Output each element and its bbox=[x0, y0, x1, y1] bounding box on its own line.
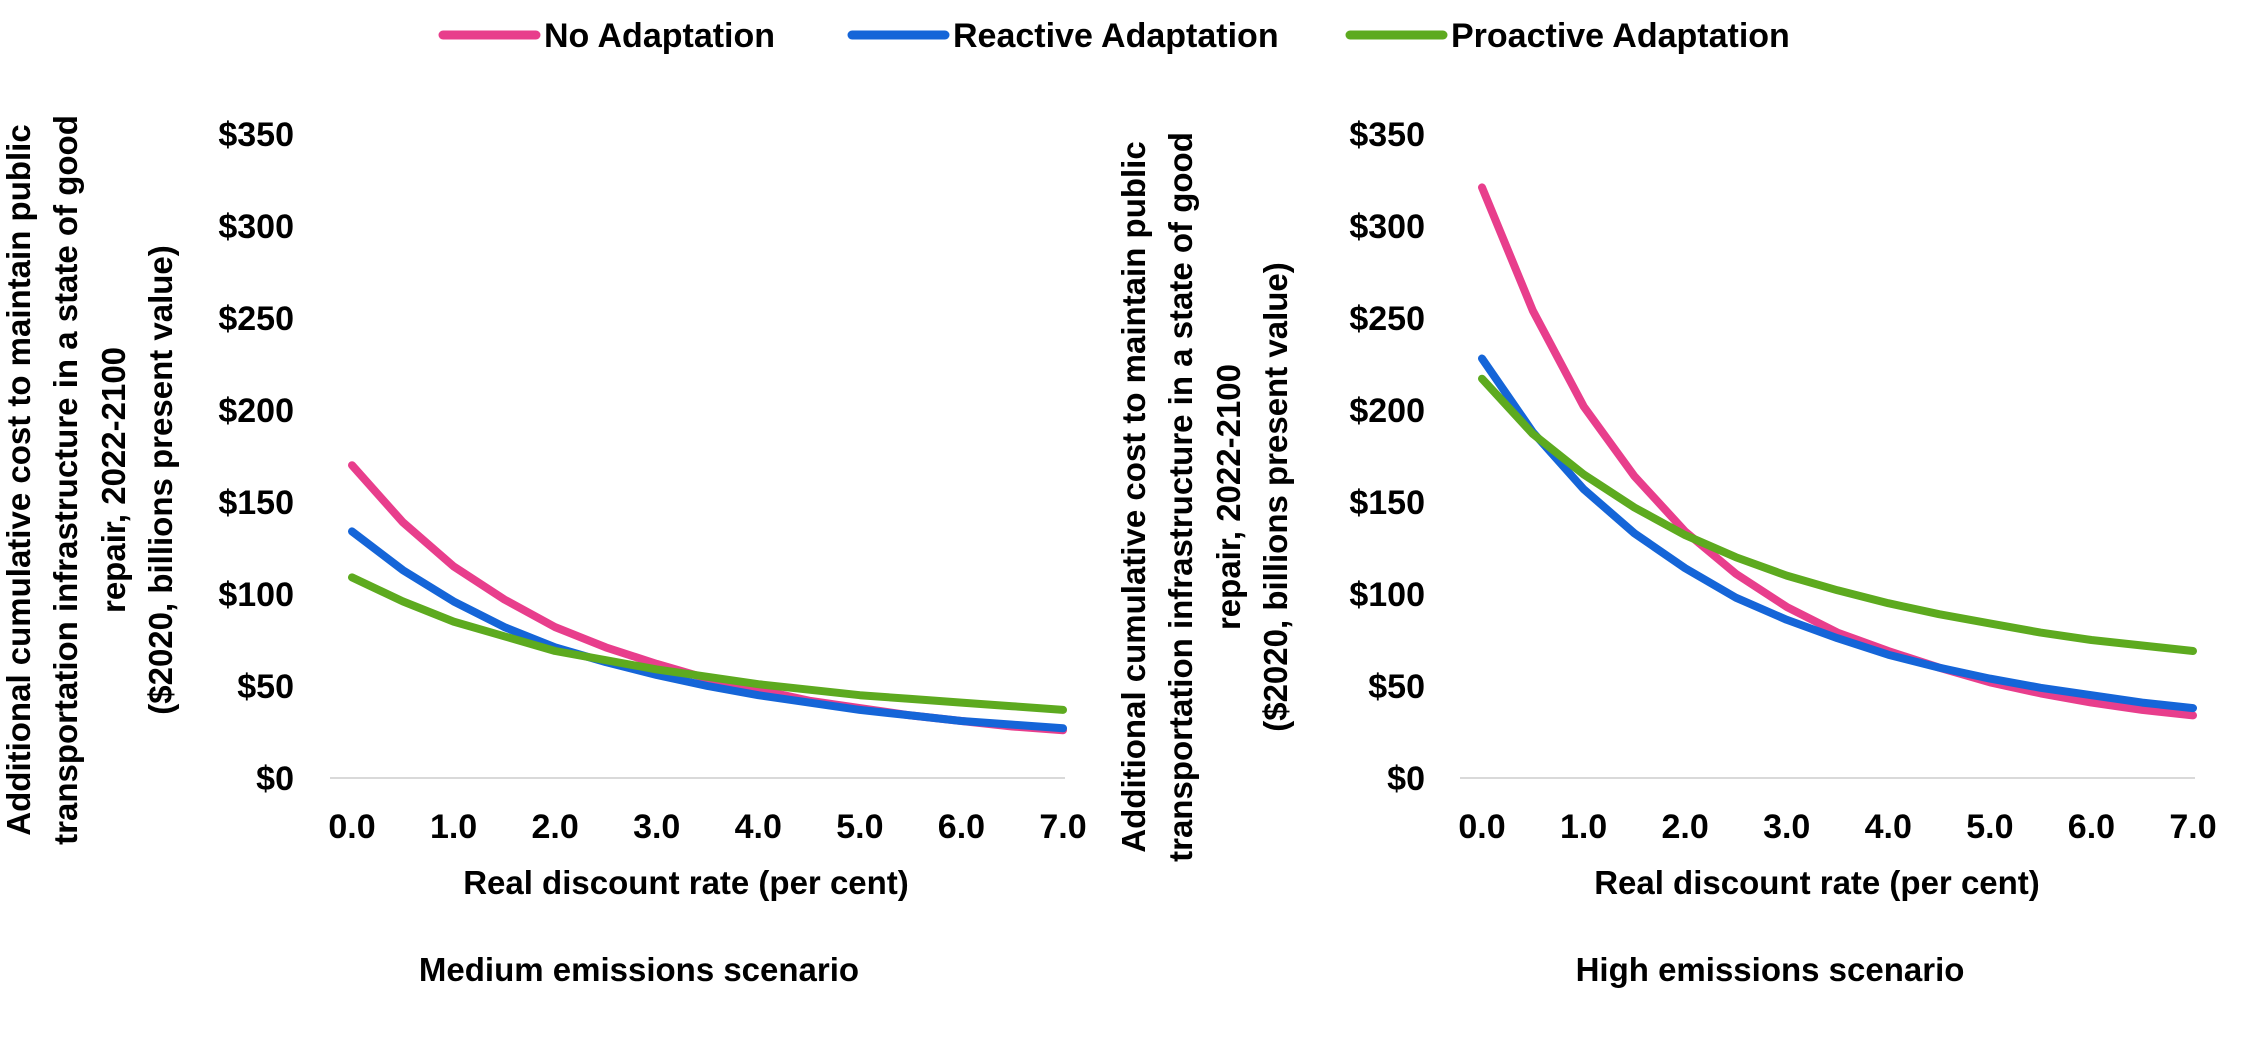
series-line-proactive-adaptation bbox=[1478, 374, 2197, 655]
legend-label-proactive-adaptation: Proactive Adaptation bbox=[1451, 17, 1790, 55]
series-line-no-adaptation bbox=[1478, 183, 2197, 720]
y-tick-label: $250 bbox=[218, 300, 294, 338]
x-tick-label: 6.0 bbox=[2068, 808, 2115, 846]
y-axis-title-line: repair, 2022-2100 bbox=[95, 347, 132, 613]
scenario-caption: High emissions scenario bbox=[1576, 951, 1965, 988]
x-axis-title: Real discount rate (per cent) bbox=[1594, 864, 2040, 901]
series-line-no-adaptation bbox=[348, 461, 1067, 735]
x-axis-title: Real discount rate (per cent) bbox=[463, 864, 909, 901]
legend-label-no-adaptation: No Adaptation bbox=[544, 17, 775, 55]
x-tick-label: 3.0 bbox=[633, 808, 680, 846]
y-tick-label: $300 bbox=[1349, 208, 1425, 246]
x-tick-label: 5.0 bbox=[836, 808, 883, 846]
x-tick-label: 4.0 bbox=[735, 808, 782, 846]
y-tick-label: $200 bbox=[1349, 392, 1425, 430]
chart-medium-emissions: $0 $50 $100 $150 $200 $250 $300 $350 0.0 1.0 2.0 3.… bbox=[0, 115, 1087, 988]
x-tick-label: 0.0 bbox=[1458, 808, 1505, 846]
series-line-reactive-adaptation bbox=[348, 527, 1067, 733]
y-axis-title-line: ($2020, billions present value) bbox=[142, 245, 179, 715]
y-tick-label: $350 bbox=[1349, 116, 1425, 154]
y-tick-label: $100 bbox=[1349, 576, 1425, 614]
y-tick-label: $200 bbox=[218, 392, 294, 430]
x-tick-label: 6.0 bbox=[938, 808, 985, 846]
x-tick-label: 7.0 bbox=[2169, 808, 2216, 846]
x-tick-label: 5.0 bbox=[1966, 808, 2013, 846]
series-line-reactive-adaptation bbox=[1478, 354, 2197, 713]
series-line-proactive-adaptation bbox=[348, 573, 1067, 714]
x-tick-label: 1.0 bbox=[1560, 808, 1607, 846]
x-tick-label: 2.0 bbox=[532, 808, 579, 846]
x-tick-label: 1.0 bbox=[430, 808, 477, 846]
y-tick-label: $250 bbox=[1349, 300, 1425, 338]
y-tick-label: $0 bbox=[256, 760, 294, 798]
y-tick-label: $100 bbox=[218, 576, 294, 614]
y-axis-title-line: Additional cumulative cost to maintain p… bbox=[1115, 141, 1152, 852]
y-tick-label: $150 bbox=[218, 484, 294, 522]
y-axis-title-line: Additional cumulative cost to maintain p… bbox=[0, 124, 37, 835]
y-tick-label: $50 bbox=[1368, 668, 1425, 706]
scenario-caption: Medium emissions scenario bbox=[419, 951, 859, 988]
y-axis-title-line: transportation infrastructure in a state… bbox=[1162, 132, 1199, 862]
y-axis-title-line: transportation infrastructure in a state… bbox=[47, 115, 84, 845]
legend-label-reactive-adaptation: Reactive Adaptation bbox=[953, 17, 1279, 55]
x-tick-label: 7.0 bbox=[1039, 808, 1086, 846]
x-tick-label: 2.0 bbox=[1662, 808, 1709, 846]
chart-high-emissions: $0 $50 $100 $150 $200 $250 $300 $350 0.0 1.0 2.0 3.… bbox=[1115, 116, 2217, 988]
x-tick-label: 0.0 bbox=[328, 808, 375, 846]
y-axis-title-line: ($2020, billions present value) bbox=[1257, 262, 1294, 732]
legend: No Adaptation Reactive Adaptation Proactiv… bbox=[438, 17, 1790, 55]
x-tick-label: 4.0 bbox=[1865, 808, 1912, 846]
y-tick-label: $350 bbox=[218, 116, 294, 154]
y-tick-label: $300 bbox=[218, 208, 294, 246]
x-tick-label: 3.0 bbox=[1763, 808, 1810, 846]
y-tick-label: $50 bbox=[237, 668, 294, 706]
y-tick-label: $0 bbox=[1387, 760, 1425, 798]
y-axis-title-line: repair, 2022-2100 bbox=[1210, 364, 1247, 630]
y-tick-label: $150 bbox=[1349, 484, 1425, 522]
